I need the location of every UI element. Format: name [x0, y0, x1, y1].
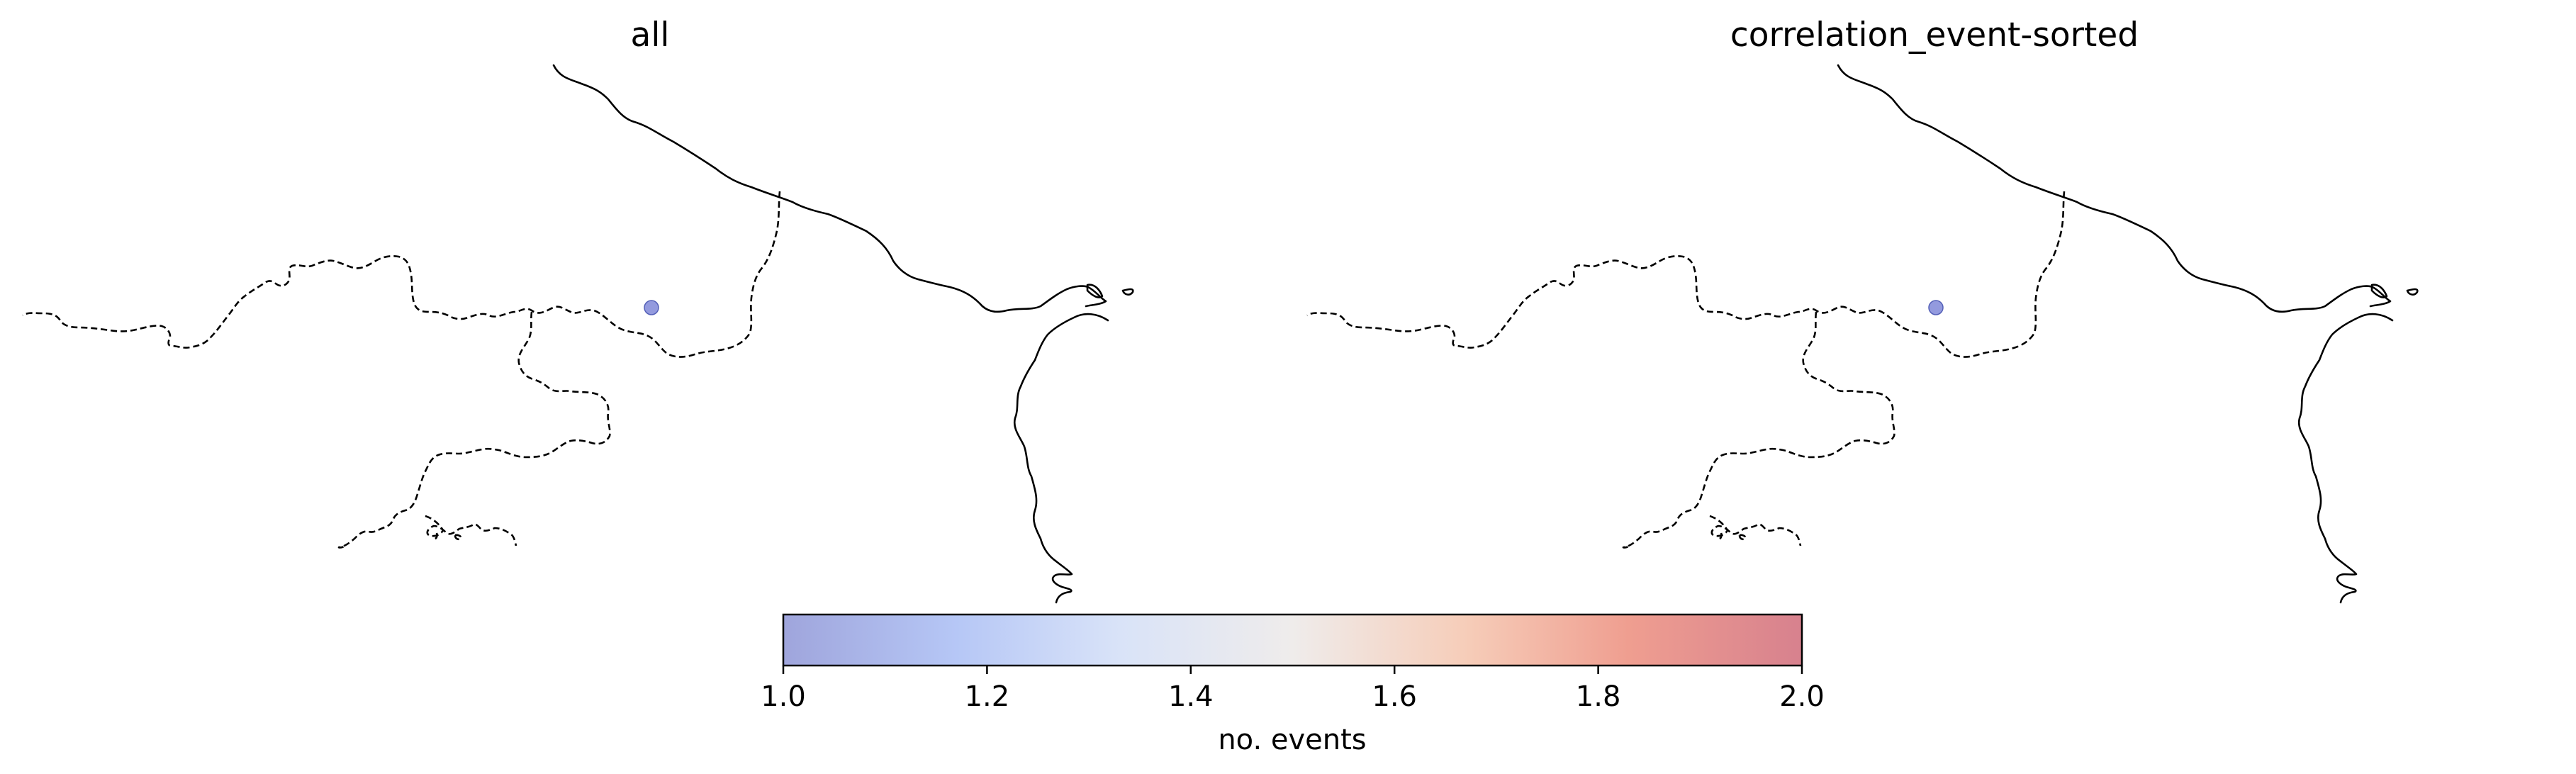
colorbar-label: no. events [1218, 724, 1366, 756]
colorbar-ticks: 1.0 1.2 1.4 1.6 1.8 2.0 [761, 666, 1825, 713]
colorbar: 1.0 1.2 1.4 1.6 1.8 2.0 no. events [761, 613, 1825, 756]
panel-title-all: all [631, 16, 670, 55]
map-geography [1306, 64, 2419, 604]
map-panel-correlation-event-sorted: correlation_event-sorted [1306, 16, 2419, 604]
colorbar-tick-label: 1.4 [1168, 680, 1214, 713]
colorbar-tick-label: 1.6 [1372, 680, 1417, 713]
panel-title-correlation-event-sorted: correlation_event-sorted [1730, 16, 2139, 55]
colorbar-tick-label: 2.0 [1779, 680, 1825, 713]
event-marker [644, 300, 659, 315]
colorbar-gradient [782, 613, 1803, 667]
colorbar-tick-label: 1.2 [965, 680, 1010, 713]
map-panel-all: all [21, 16, 1134, 604]
map-geography [21, 64, 1134, 604]
colorbar-tick-label: 1.8 [1576, 680, 1621, 713]
event-marker [1928, 300, 1944, 315]
colorbar-tick-label: 1.0 [761, 680, 806, 713]
